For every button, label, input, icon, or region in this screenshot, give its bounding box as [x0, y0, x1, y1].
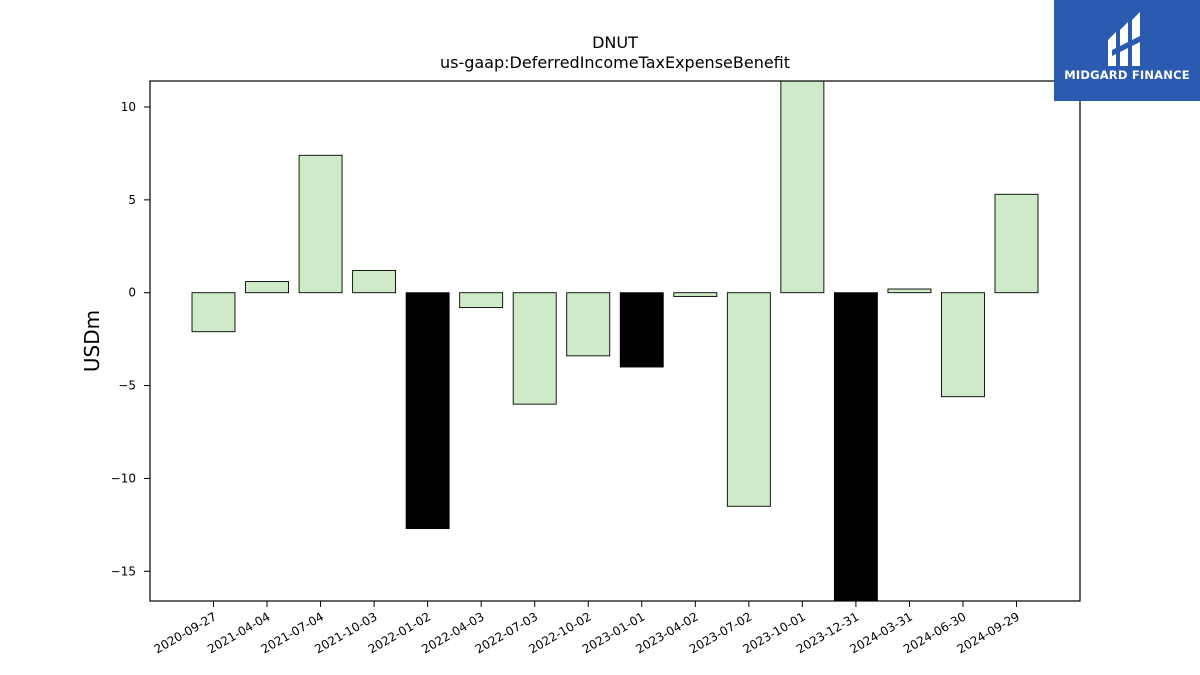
bars-group [191, 81, 1039, 601]
chart-title: DNUT [592, 33, 638, 52]
bar-2024-03-31 [887, 288, 932, 294]
y-tick-label: 10 [121, 100, 136, 114]
brand-name: MIDGARD FINANCE [1064, 68, 1190, 82]
y-tick-label: −10 [111, 471, 136, 485]
bar-2024-09-29 [994, 193, 1039, 294]
bar-2024-06-30 [941, 292, 985, 398]
bar-2021-10-03 [352, 269, 397, 294]
y-tick-label: −15 [111, 564, 136, 578]
bar-2021-07-04 [298, 154, 343, 294]
bar-2021-04-04 [245, 281, 289, 294]
bar-2022-01-02 [405, 292, 450, 530]
bar-2022-04-03 [459, 292, 504, 309]
y-axis-ticks: 10 5 0 −5 −10 −15 [111, 100, 150, 578]
bar-2023-07-02 [726, 292, 771, 507]
plot-area-frame [149, 80, 1081, 602]
bar-2020-09-27 [191, 292, 236, 333]
bar-2023-04-02 [673, 292, 718, 297]
x-axis-ticks: 2020-09-272021-04-042021-07-042021-10-03… [152, 601, 1022, 656]
bar-2023-10-01 [780, 81, 825, 294]
bar-2023-12-31 [833, 292, 878, 601]
y-tick-label: −5 [118, 379, 136, 393]
y-tick-label: 0 [128, 286, 136, 300]
chart-subtitle: us-gaap:DeferredIncomeTaxExpenseBenefit [440, 53, 790, 72]
bar-2022-10-02 [566, 292, 611, 357]
brand-logo: MIDGARD FINANCE [1054, 0, 1200, 101]
y-tick-label: 5 [128, 193, 136, 207]
y-axis-label: USDm [80, 310, 104, 372]
midgard-logo-icon [1108, 12, 1144, 66]
bar-2022-07-03 [512, 292, 557, 405]
bar-2023-01-01 [619, 292, 664, 368]
